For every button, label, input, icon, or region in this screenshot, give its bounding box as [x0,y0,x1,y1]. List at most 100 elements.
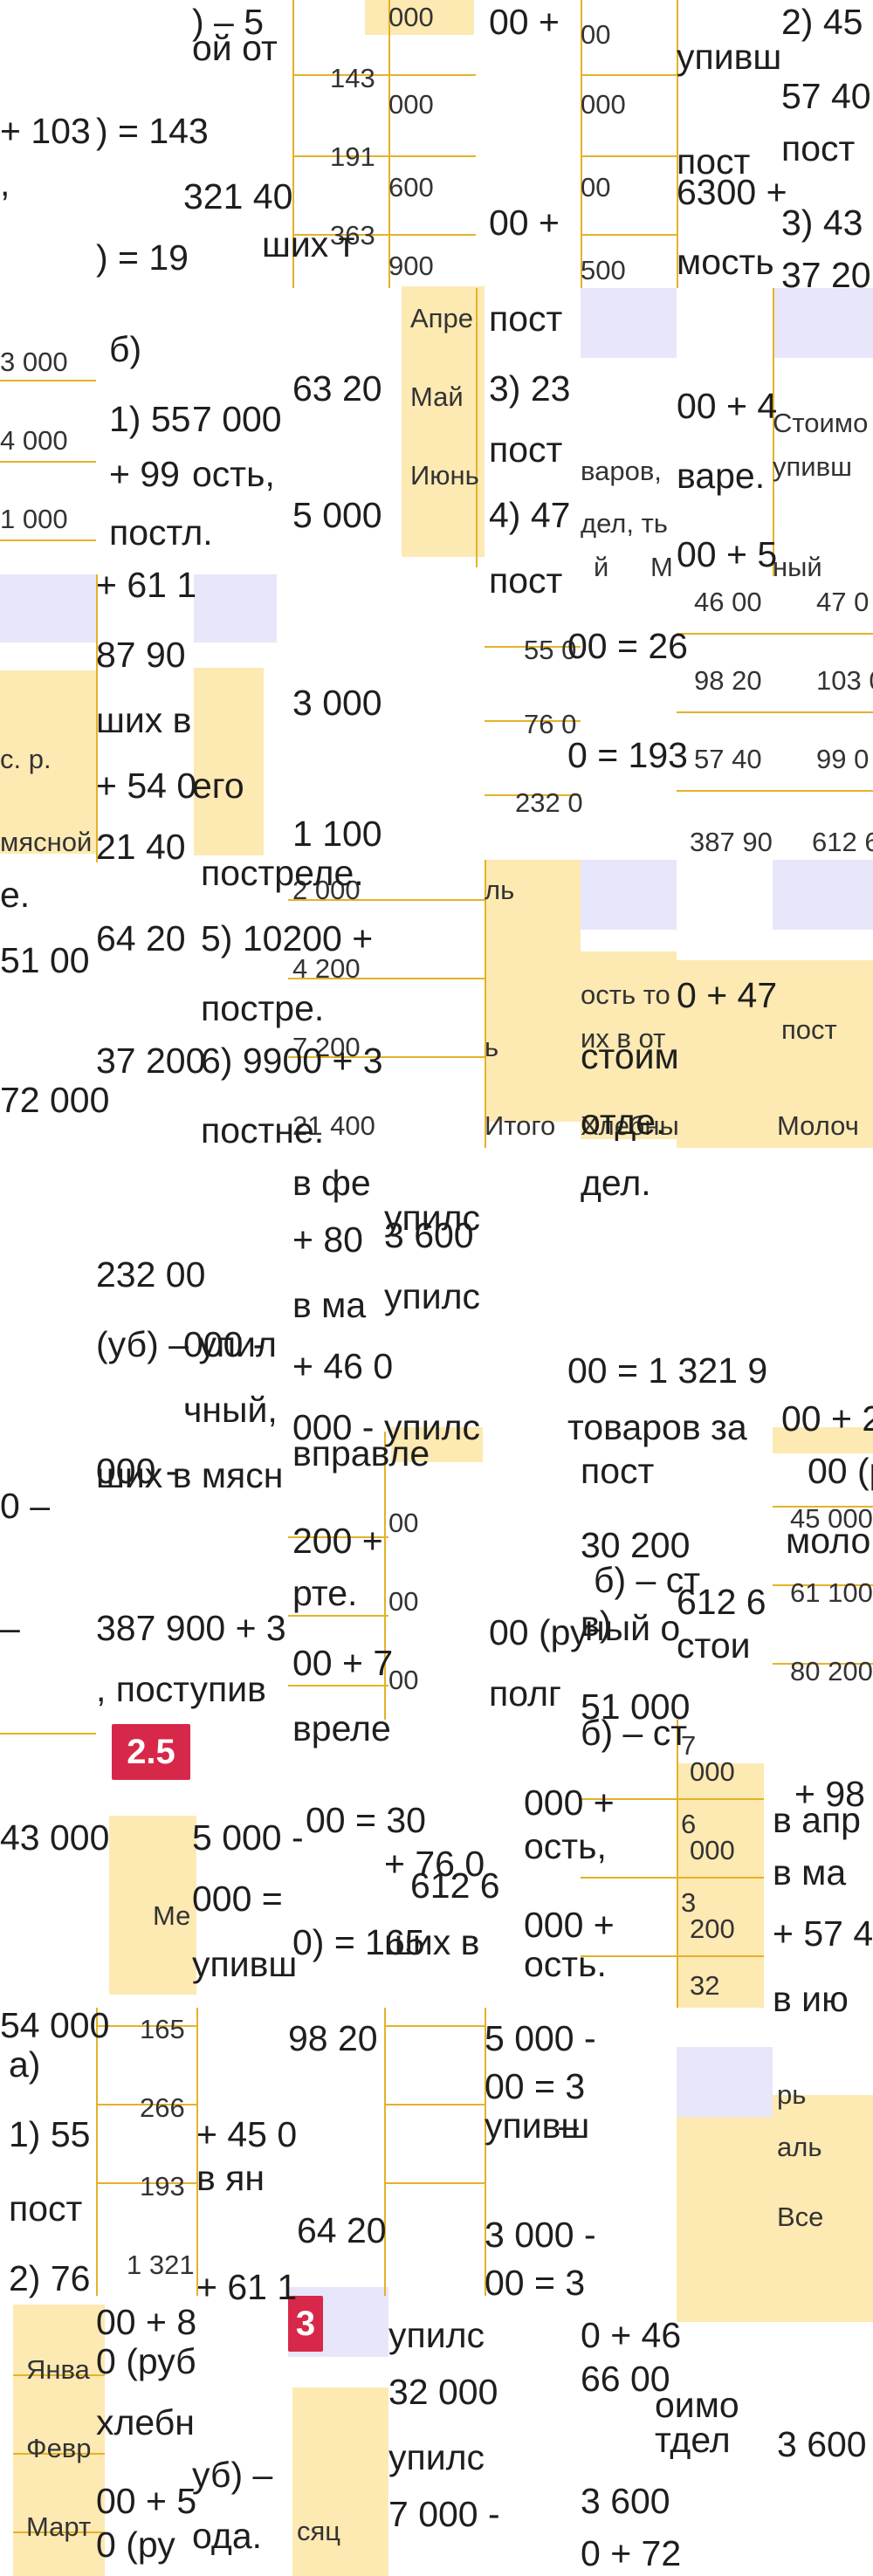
text-fragment: 37 20 [781,255,871,295]
text-fragment: в фе [292,1163,371,1203]
text-fragment: варе. [677,456,766,496]
table-cell: 57 40 [694,744,762,774]
text-fragment: пост [781,128,856,168]
table-cell: Хлебны [581,1110,679,1141]
text-fragment: 00 + 2 [781,1398,873,1439]
table-cell-fill [485,860,581,1122]
table-cell: мясной [0,827,93,857]
text-fragment: 21 40 [96,827,186,867]
table-cell: 55 0 [524,635,577,665]
table-line [485,646,581,648]
text-fragment: 3 000 [292,683,382,723]
text-fragment: – [0,1608,20,1648]
text-fragment: вправле [292,1433,430,1473]
table-cell: их в от [581,1023,666,1054]
table-cell: 191 [330,141,375,172]
text-fragment: 54 000 [0,2005,110,2045]
text-fragment: + 54 0 [96,766,197,806]
text-fragment: 2) 76 [9,2258,91,2298]
table-cell: 32 [690,1970,720,2001]
text-fragment: постл. [109,512,213,553]
table-line [96,2182,196,2184]
table-line [288,1615,388,1617]
table-line [0,380,96,381]
table-line [384,2008,386,2296]
exercise-badge: 3 [288,2296,323,2352]
text-fragment: 5 000 - [485,2018,596,2058]
text-fragment: 00 (ру [489,1612,588,1652]
text-fragment: 3 000 - [485,2215,596,2255]
text-fragment: 387 900 + 3 [96,1608,286,1648]
table-cell: 165 [140,2014,185,2044]
text-fragment: + 45 0 [196,2114,298,2154]
table-cell: 21 400 [292,1110,375,1141]
table-cell-fill [402,286,485,557]
text-fragment: 0 + 46 [581,2315,682,2355]
table-cell: 00 [388,1508,419,1538]
table-cell: 80 200 [790,1656,873,1686]
table-line [0,461,96,463]
header-fill [0,574,96,642]
table-line [292,234,476,236]
text-fragment: 5 000 - [192,1817,304,1858]
table-cell: Итого [485,1110,556,1141]
text-fragment: оимо [655,2385,739,2425]
text-fragment: ость, [192,454,275,494]
text-fragment: хлебн [96,2402,195,2442]
table-line [476,288,478,567]
text-fragment: 3) 43 [781,203,863,243]
text-fragment: вреле [292,1708,391,1748]
table-cell: 143 [330,63,375,93]
table-line [677,711,873,713]
text-fragment: тдел [655,2420,731,2460]
text-fragment: 000 - [183,1324,265,1364]
table-line [773,1584,873,1586]
text-fragment: + 98 [794,1774,865,1814]
text-fragment: 57 40 [781,76,871,116]
table-cell: 7 200 [292,1032,361,1062]
text-fragment: ших в мясн [96,1455,284,1495]
table-cell: 363 [330,220,375,251]
text-fragment: 00 = 3 [485,2066,586,2106]
text-fragment: + 57 4 [773,1913,873,1954]
text-fragment: 00 + 8 [96,2302,197,2342]
table-line [96,2025,196,2027]
text-fragment: товаров за [567,1407,747,1447]
text-fragment: 7 000 [192,399,282,439]
table-cell: 47 0 [816,587,870,617]
table-cell-fill [677,960,773,1148]
text-fragment: + 46 0 [292,1346,394,1386]
text-fragment: 1) 55 [9,2114,91,2154]
text-fragment: ость, [524,1826,607,1866]
table-cell: 46 00 [694,587,762,617]
text-fragment: 200 + [292,1521,383,1561]
table-line [677,0,678,288]
text-fragment: 72 000 [0,1080,110,1120]
text-fragment: 0 – [0,1486,50,1526]
text-fragment: 00 = 30 [306,1800,426,1840]
text-fragment: отде. [581,1102,666,1142]
text-fragment: 3 600 [384,1215,474,1255]
table-cell: 193 [140,2171,185,2202]
table-line [13,2453,105,2455]
table-line [292,0,294,288]
text-fragment: его [192,766,244,806]
text-fragment: в ма [292,1285,367,1325]
table-line [288,1685,388,1686]
text-fragment: 612 6 [677,1582,766,1622]
text-fragment: упилс [388,2315,485,2355]
text-fragment: чный, [183,1390,278,1430]
text-fragment: постне. [201,1110,325,1151]
text-fragment: 00 (р [808,1451,873,1491]
table-cell: 232 0 [515,787,583,818]
text-fragment: 98 20 [288,2018,378,2058]
text-fragment: 000 - [292,1407,375,1447]
table-cell: Июнь [410,460,479,491]
text-fragment: рте. [292,1573,358,1613]
table-cell: ь [485,1032,499,1062]
table-cell: пост [781,1014,837,1045]
table-line [773,1506,873,1508]
table-cell: 000 [690,1756,735,1787]
table-line [196,2008,198,2296]
table-cell: 76 0 [524,709,577,739]
